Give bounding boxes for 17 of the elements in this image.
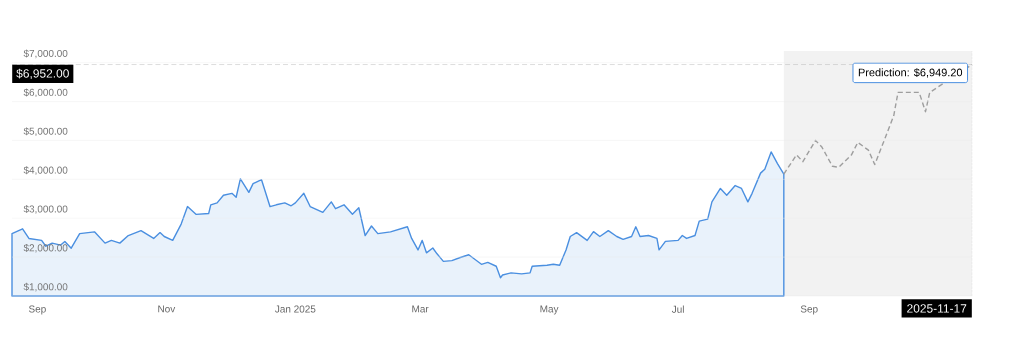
y-tick-label: $7,000.00 bbox=[23, 49, 68, 59]
y-tick-label: $4,000.00 bbox=[23, 166, 68, 175]
x-tick-label: Jul bbox=[671, 305, 684, 313]
y-tick-label: $6,000.00 bbox=[23, 88, 68, 98]
x-tick-label: Mar bbox=[412, 305, 429, 313]
y-tick-label: $2,000.00 bbox=[23, 243, 68, 253]
x-tick-label: Sep bbox=[28, 305, 46, 315]
y-tick-label: $1,000.00 bbox=[23, 282, 68, 292]
y-tick-label: $3,000.00 bbox=[23, 205, 68, 214]
ref-line-label: 2025-11-17 bbox=[907, 304, 967, 313]
ref-line-label: $6,952.00 bbox=[16, 68, 69, 80]
x-tick-label: Jan 2025 bbox=[275, 305, 316, 313]
x-tick-label: Sep bbox=[800, 305, 818, 315]
y-tick-label: $5,000.00 bbox=[23, 127, 68, 136]
annotation: Prediction: $6,949.20 bbox=[858, 68, 963, 78]
x-tick-label: May bbox=[540, 305, 559, 315]
x-tick-label: Nov bbox=[158, 305, 176, 313]
